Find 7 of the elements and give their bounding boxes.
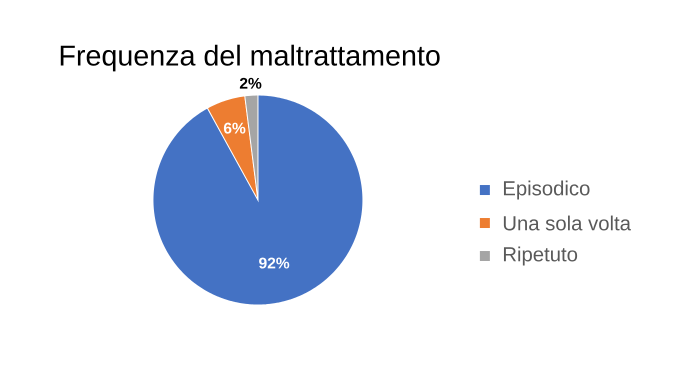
legend-label: Una sola volta (504, 216, 631, 230)
chart-title: Frequenza del maltrattamento (60, 44, 440, 72)
data-label: 6% (224, 122, 246, 134)
legend-label: Episodico (504, 180, 590, 200)
data-label: 2% (240, 78, 262, 89)
data-label: 92% (259, 258, 290, 269)
legend-label: Ripetuto (504, 246, 578, 266)
